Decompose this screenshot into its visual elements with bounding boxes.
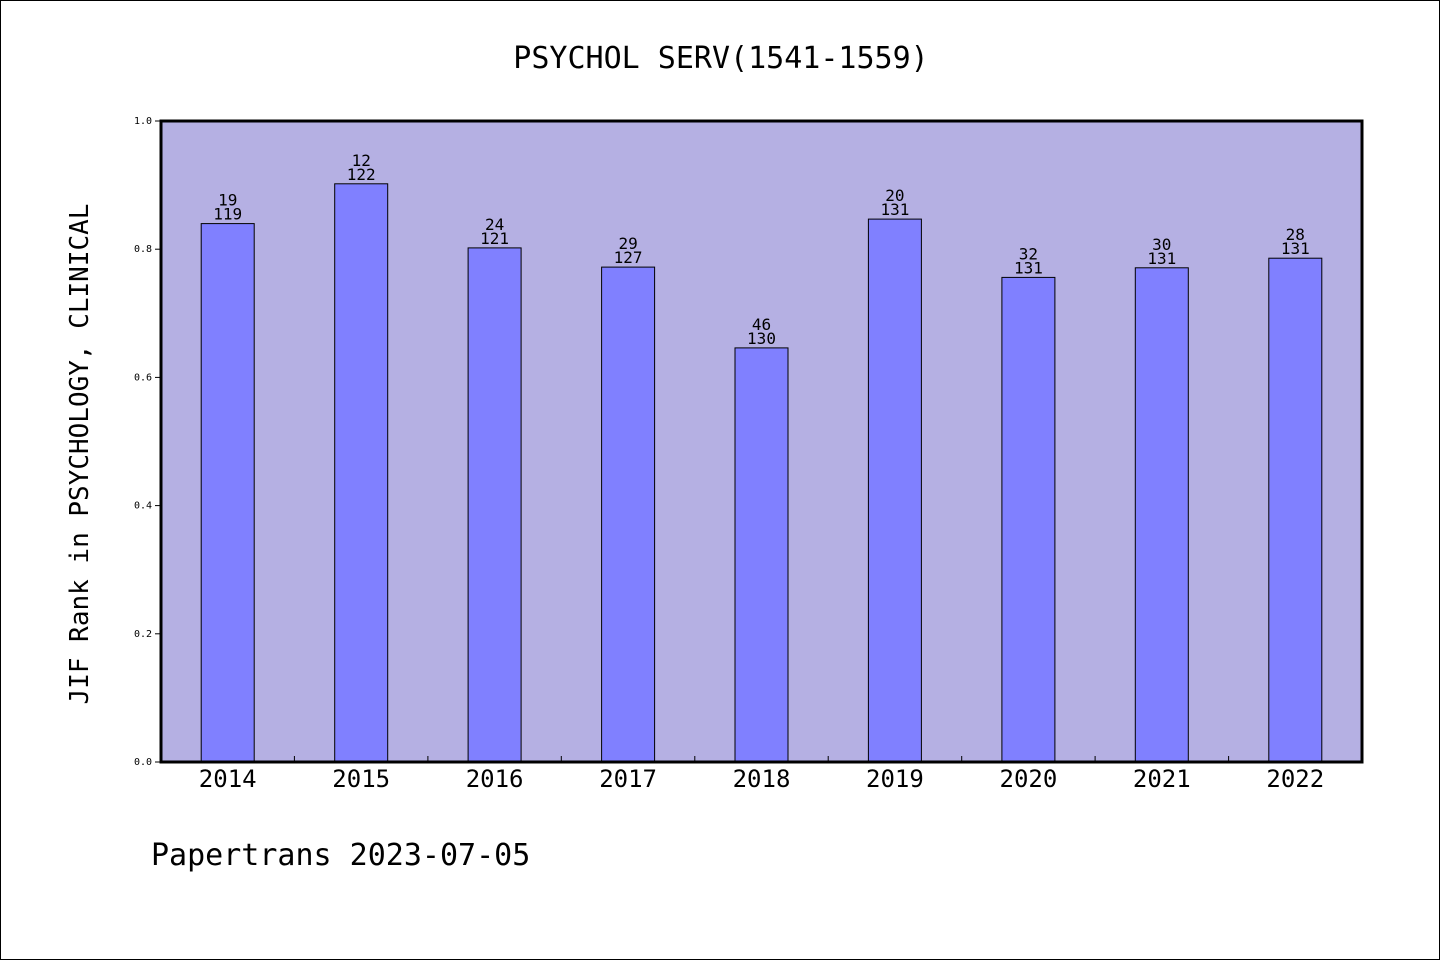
bar-label-rank-2019: 20: [885, 186, 904, 205]
bar-2014: [200, 223, 255, 763]
bar-label-total-2015: 122: [347, 165, 376, 184]
bar-label-total-2014: 119: [213, 205, 242, 224]
y-tick-label: 1.0: [134, 116, 152, 127]
bar-label-rank-2016: 24: [485, 215, 504, 234]
bar-label-rank-2021: 30: [1152, 235, 1171, 254]
bar-label-total-2019: 131: [880, 200, 909, 219]
bar-label-rank-2020: 32: [1019, 244, 1038, 263]
x-tick-label-2017: 2017: [599, 765, 657, 793]
x-tick-label-2014: 2014: [199, 765, 257, 793]
y-axis-label: JIF Rank in PSYCHOLOGY, CLINICAL: [65, 204, 95, 705]
bar-label-total-2020: 131: [1014, 258, 1043, 277]
bar-label-total-2016: 121: [480, 229, 509, 248]
y-axis: 0.0 0.2 0.4 0.6 0.8 1.0: [134, 116, 161, 768]
bar-label-rank-2022: 28: [1286, 225, 1305, 244]
plot-border: [159, 119, 1364, 764]
bar-label-total-2018: 130: [747, 329, 776, 348]
y-tick-label: 0.8: [134, 244, 152, 255]
chart-title: PSYCHOL SERV(1541-1559): [513, 41, 928, 76]
bar-2016: [467, 247, 522, 763]
bar-2022: [1268, 257, 1323, 763]
x-tick-label-2019: 2019: [866, 765, 924, 793]
bar-label-rank-2017: 29: [618, 234, 637, 253]
bar-2015: [334, 183, 389, 763]
y-tick-label: 0.4: [134, 501, 152, 512]
bar-label-rank-2015: 12: [352, 151, 371, 170]
x-tick-label-2015: 2015: [332, 765, 390, 793]
bar-label-total-2017: 127: [614, 248, 643, 267]
bar-2019: [867, 218, 922, 763]
x-tick-label-2020: 2020: [1000, 765, 1058, 793]
bar-2018: [734, 347, 789, 763]
y-tick-label: 0.6: [134, 372, 152, 383]
x-axis: 2014 2015 2016 2017 2018 2019 2020 2021 2022: [199, 756, 1324, 793]
bar-label-rank-2014: 19: [218, 191, 237, 210]
x-tick-label-2021: 2021: [1133, 765, 1191, 793]
x-tick-label-2022: 2022: [1266, 765, 1324, 793]
bar-label-rank-2018: 46: [752, 315, 771, 334]
bar-2021: [1134, 267, 1189, 763]
y-tick-label: 0.0: [134, 757, 152, 768]
x-tick-label-2018: 2018: [733, 765, 791, 793]
x-tick-label-2016: 2016: [466, 765, 524, 793]
footer-credit: Papertrans 2023-07-05: [151, 838, 530, 873]
bar-2017: [601, 266, 656, 763]
y-tick-label: 0.2: [134, 629, 152, 640]
bar-2020: [1001, 276, 1056, 763]
bar-label-total-2022: 131: [1281, 239, 1310, 258]
bar-label-total-2021: 131: [1147, 249, 1176, 268]
